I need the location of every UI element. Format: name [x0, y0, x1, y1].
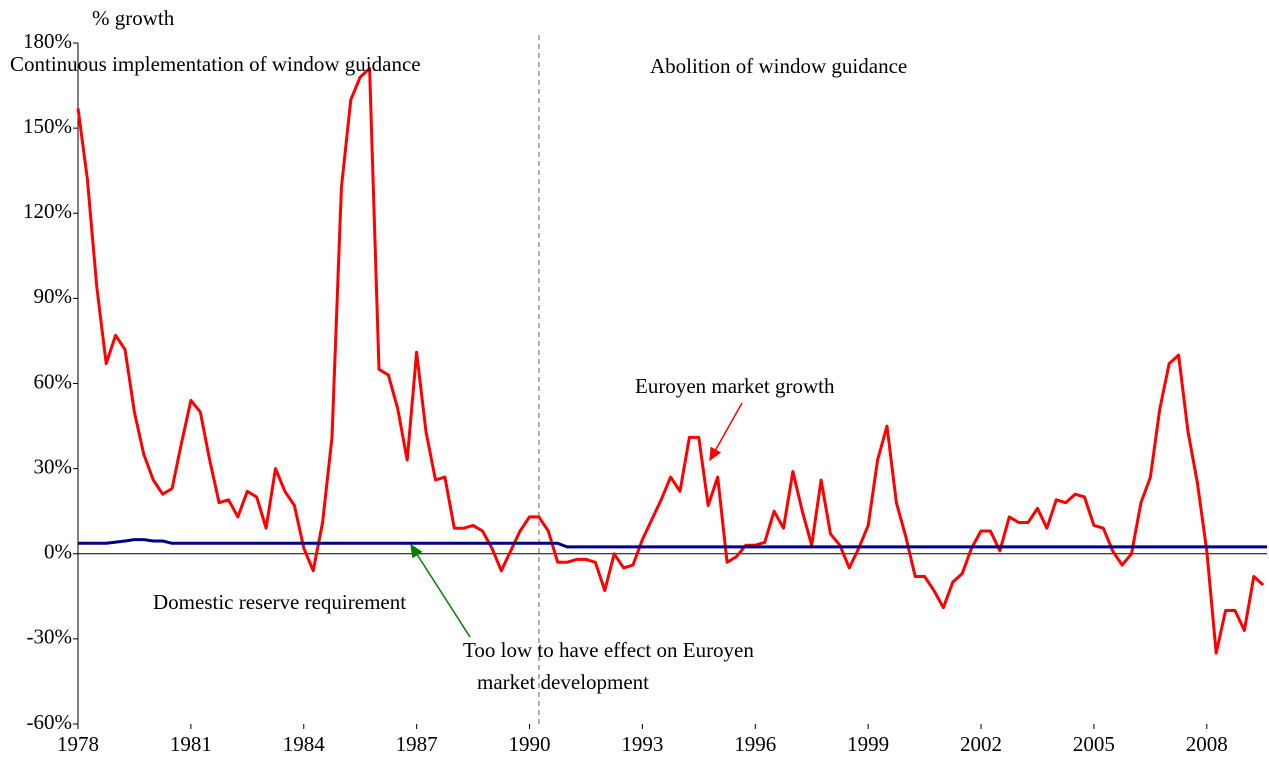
- y-tick-label: 60%: [34, 369, 73, 393]
- y-axis-label: % growth: [92, 6, 175, 30]
- series-line: [76, 67, 1265, 655]
- annotation: Too low to have effect on Euroyen: [463, 638, 754, 662]
- x-tick-label: 1996: [734, 732, 776, 756]
- y-tick-label: 150%: [23, 114, 72, 138]
- x-tick-label: 2005: [1073, 732, 1115, 756]
- y-tick-label: 30%: [34, 454, 73, 478]
- x-tick-label: 1999: [847, 732, 889, 756]
- y-tick-label: -30%: [27, 625, 73, 649]
- series-line: [78, 538, 1267, 549]
- y-tick-label: 0%: [44, 540, 72, 564]
- x-tick-label: 1978: [57, 732, 99, 756]
- annotation: market development: [477, 670, 649, 694]
- annotation: Domestic reserve requirement: [153, 590, 406, 614]
- x-tick-label: 1993: [621, 732, 663, 756]
- x-tick-label: 1984: [283, 732, 326, 756]
- annotation: Euroyen market growth: [635, 374, 835, 398]
- arrow: [410, 543, 471, 638]
- x-tick-label: 1987: [396, 732, 438, 756]
- y-tick-label: 120%: [23, 199, 72, 223]
- y-tick-label: 180%: [23, 29, 72, 53]
- x-tick-label: 1990: [509, 732, 551, 756]
- annotation: Abolition of window guidance: [650, 54, 907, 78]
- y-tick-label: -60%: [27, 710, 73, 734]
- arrow: [709, 402, 743, 462]
- x-tick-label: 2002: [960, 732, 1002, 756]
- annotation: Continuous implementation of window guid…: [10, 52, 421, 76]
- y-tick-label: 90%: [34, 284, 73, 308]
- x-tick-label: 1981: [170, 732, 212, 756]
- x-tick-label: 2008: [1186, 732, 1228, 756]
